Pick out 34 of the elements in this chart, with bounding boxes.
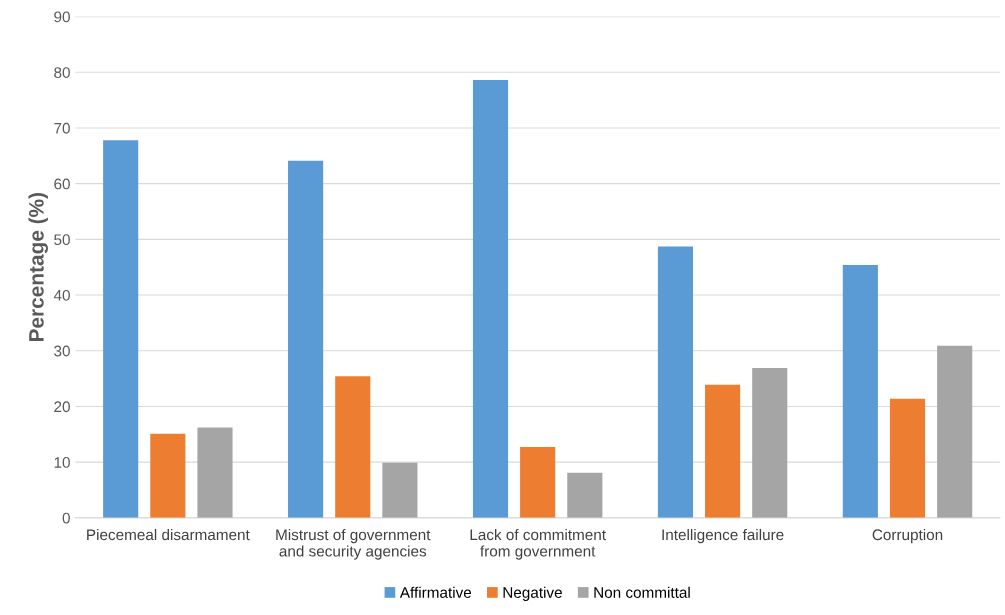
x-tick-label: Mistrust of government and security agencies: [276, 528, 431, 560]
y-tick-label: 0: [62, 512, 70, 524]
x-tick-label: Lack of commitment from government: [470, 528, 606, 560]
y-tick-label: 40: [53, 289, 70, 301]
x-tick-label: Corruption: [872, 528, 943, 544]
bar: [657, 246, 694, 518]
bar: [150, 433, 186, 518]
bar: [889, 398, 926, 518]
bar: [752, 368, 788, 518]
bar: [937, 345, 973, 518]
bar: [197, 427, 233, 518]
bar: [520, 447, 556, 518]
bar: [288, 160, 324, 518]
bar: [335, 376, 371, 518]
y-tick-label: 20: [54, 401, 70, 413]
legend-label: Negative: [503, 586, 562, 601]
y-tick-label: 30: [54, 345, 70, 357]
bar: [472, 80, 509, 518]
x-tick-label: Piecemeal disarmament: [87, 528, 250, 541]
bar: [382, 462, 418, 518]
legend-label: Affirmative: [399, 586, 472, 598]
x-tick-label: Intelligence failure: [662, 528, 784, 544]
legend-label: Non committal: [594, 586, 690, 598]
bar: [705, 384, 741, 518]
y-tick-label: 50: [54, 234, 70, 246]
y-tick-label: 90: [54, 11, 70, 23]
y-tick-label: 80: [54, 67, 70, 78]
y-tick-label: 70: [54, 122, 70, 134]
bar: [842, 264, 878, 518]
bar: [103, 140, 139, 518]
y-tick-label: 10: [54, 457, 70, 468]
bar: [567, 472, 603, 518]
y-axis-title: Percentage (%): [28, 192, 48, 342]
y-tick-label: 60: [54, 178, 70, 190]
